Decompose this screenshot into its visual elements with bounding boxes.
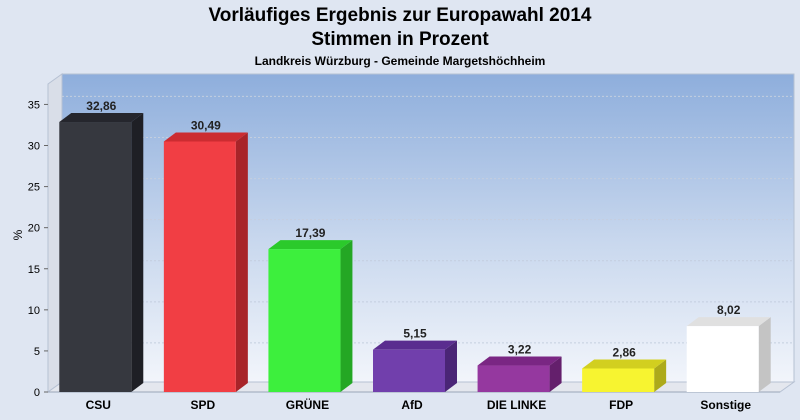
bar-top xyxy=(268,240,353,250)
category-label: SPD xyxy=(191,398,216,412)
bar-side xyxy=(131,113,144,392)
value-label: 32,86 xyxy=(86,99,116,113)
y-tick-label: 35 xyxy=(28,99,40,111)
y-tick-label: 10 xyxy=(28,305,40,317)
bar-side xyxy=(549,356,562,392)
bar-die-linke xyxy=(477,356,562,392)
bar-front xyxy=(477,365,550,392)
bar-spd xyxy=(163,132,248,393)
bar-fdp xyxy=(582,359,667,392)
value-label: 8,02 xyxy=(717,303,741,317)
chart-title-line2: Stimmen in Prozent xyxy=(311,29,489,50)
category-label: FDP xyxy=(609,398,633,412)
bar-top xyxy=(686,317,771,327)
bars xyxy=(59,113,771,393)
category-label: DIE LINKE xyxy=(487,398,546,412)
bar-top xyxy=(59,113,144,123)
category-label: GRÜNE xyxy=(286,397,329,412)
bar-front xyxy=(582,368,655,392)
value-label: 2,86 xyxy=(612,346,636,360)
bar-top xyxy=(477,356,562,366)
y-tick-label: 30 xyxy=(28,141,40,153)
value-label: 30,49 xyxy=(191,118,221,132)
category-labels: CSU SPD GRÜNE AfD DIE LINKE FDP Sonstige xyxy=(86,397,752,412)
bar-front xyxy=(163,141,236,392)
y-tick-label: 0 xyxy=(34,387,40,399)
bar-gr-ne xyxy=(268,240,353,392)
y-axis-label: % xyxy=(11,229,25,240)
category-label: CSU xyxy=(86,398,111,412)
y-tick-label: 25 xyxy=(28,182,40,194)
chart-title: Vorläufiges Ergebnis zur Europawahl 2014 xyxy=(208,5,592,26)
bar-front xyxy=(268,249,341,392)
bar-top xyxy=(373,340,457,350)
bar-top xyxy=(582,359,667,369)
bar-front xyxy=(686,326,759,392)
value-label: 17,39 xyxy=(295,226,325,240)
bar-side xyxy=(654,359,667,392)
y-tick-label: 5 xyxy=(34,346,40,358)
y-tick-label: 15 xyxy=(28,264,40,276)
bar-side xyxy=(340,240,353,392)
bar-afd xyxy=(373,340,457,392)
bar-sonstige xyxy=(686,317,771,392)
category-label: Sonstige xyxy=(700,398,751,412)
bar-side xyxy=(235,132,248,393)
bar-front xyxy=(59,122,132,392)
value-label: 5,15 xyxy=(403,327,427,341)
value-label: 3,22 xyxy=(508,343,532,357)
bar-csu xyxy=(59,113,144,392)
y-axis-ticks: 0 5 10 15 20 25 30 35 xyxy=(28,99,48,399)
y-tick-label: 20 xyxy=(28,223,40,235)
value-labels: 32,86 30,49 17,39 5,15 3,22 2,86 8,02 xyxy=(86,99,740,359)
chart-subtitle: Landkreis Würzburg - Gemeinde Margetshöc… xyxy=(254,54,546,68)
bar-top xyxy=(163,132,248,142)
bar-side xyxy=(445,340,457,392)
bar-front xyxy=(373,349,445,392)
bar-side xyxy=(758,317,771,392)
category-label: AfD xyxy=(401,398,423,412)
